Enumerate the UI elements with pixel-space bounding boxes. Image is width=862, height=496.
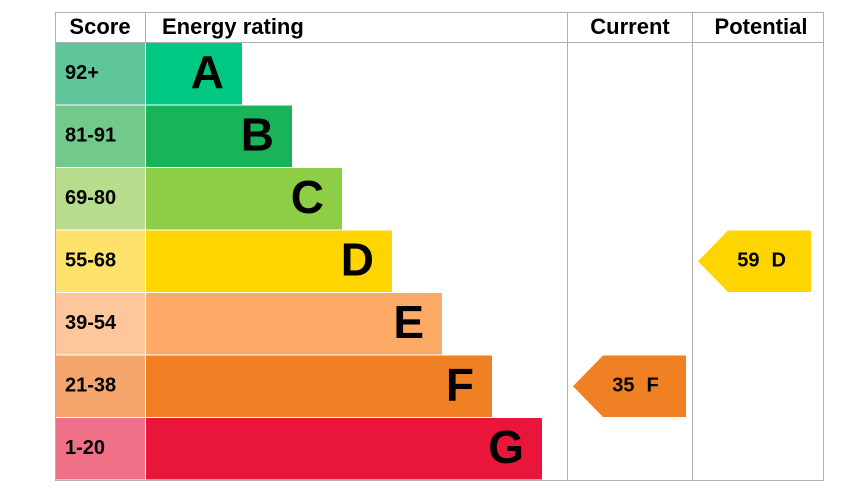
potential-value: 59 bbox=[737, 250, 759, 272]
header-current: Current bbox=[590, 14, 670, 39]
header-rating: Energy rating bbox=[162, 14, 304, 39]
score-cell bbox=[56, 43, 145, 105]
rating-letter: D bbox=[341, 233, 374, 285]
rating-letter: A bbox=[191, 46, 224, 98]
score-label: 81-91 bbox=[65, 125, 116, 147]
rating-bar bbox=[146, 293, 442, 355]
rating-bar bbox=[146, 230, 392, 292]
rating-bar bbox=[146, 418, 542, 480]
rating-letter: G bbox=[488, 421, 524, 473]
rating-bar bbox=[146, 105, 292, 167]
rating-bar bbox=[146, 168, 342, 230]
rating-letter: C bbox=[291, 171, 324, 223]
rating-bar bbox=[146, 43, 242, 105]
potential-letter: D bbox=[772, 250, 786, 272]
score-label: 39-54 bbox=[65, 312, 117, 334]
current-letter: F bbox=[647, 375, 659, 397]
current-arrow bbox=[573, 355, 686, 417]
score-cell bbox=[56, 230, 145, 292]
score-cell bbox=[56, 168, 145, 230]
score-cell bbox=[56, 293, 145, 355]
header-potential: Potential bbox=[715, 14, 808, 39]
table-grid bbox=[55, 12, 824, 481]
score-cell bbox=[56, 105, 145, 167]
score-label: 55-68 bbox=[65, 250, 116, 272]
score-label: 21-38 bbox=[65, 375, 116, 397]
rating-bar bbox=[146, 355, 492, 417]
rating-letter: E bbox=[393, 296, 424, 348]
score-label: 69-80 bbox=[65, 187, 116, 209]
header-score: Score bbox=[69, 14, 130, 39]
score-label: 92+ bbox=[65, 62, 99, 84]
score-label: 1-20 bbox=[65, 437, 105, 459]
rating-letter: F bbox=[446, 358, 474, 410]
score-cell bbox=[56, 418, 145, 480]
potential-arrow bbox=[698, 230, 811, 292]
rating-letter: B bbox=[241, 108, 274, 160]
score-cell bbox=[56, 355, 145, 417]
current-value: 35 bbox=[612, 375, 634, 397]
